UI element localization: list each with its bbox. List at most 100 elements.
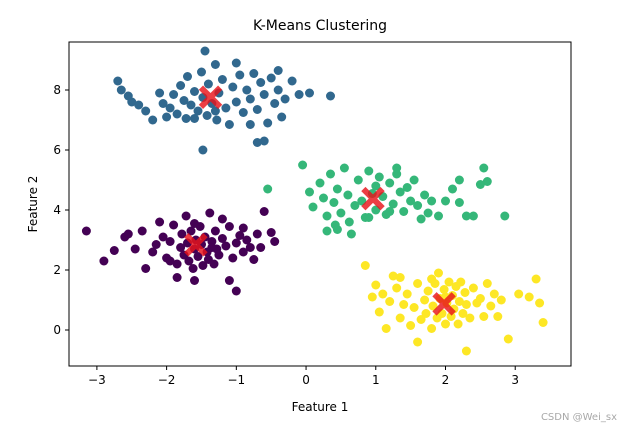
centroid-marker	[184, 233, 208, 257]
cluster-0-point	[256, 78, 266, 87]
cluster-0-point	[228, 82, 238, 92]
cluster-1-point	[339, 163, 349, 173]
cluster-3-point	[524, 292, 534, 302]
cluster-2-point	[165, 237, 175, 246]
cluster-1-point	[406, 196, 416, 206]
cluster-3-point	[378, 289, 388, 299]
cluster-3-point	[413, 337, 423, 347]
cluster-2-point	[151, 240, 161, 249]
cluster-0-point	[287, 76, 297, 86]
centroid-marker	[361, 186, 385, 211]
cluster-3-point	[503, 334, 513, 344]
cluster-1-point	[409, 175, 419, 185]
cluster-2-point	[224, 276, 234, 285]
cluster-2-point	[198, 261, 208, 270]
cluster-1-point	[395, 187, 405, 197]
cluster-3-point	[538, 318, 548, 327]
centroid-marker	[432, 292, 456, 316]
x-tick-label: 1	[372, 373, 380, 387]
cluster-3-point	[385, 297, 395, 306]
y-tick-label: 2	[53, 263, 61, 277]
cluster-2-point	[205, 208, 215, 218]
cluster-3-point	[381, 324, 391, 333]
cluster-2-point	[249, 255, 259, 264]
cluster-3-point	[402, 289, 412, 299]
cluster-3-point	[388, 271, 398, 281]
cluster-1-point	[385, 207, 395, 216]
cluster-3-point	[428, 301, 438, 311]
x-axis-label: Feature 1	[292, 400, 349, 414]
cluster-1-point	[326, 169, 335, 179]
cluster-3-point	[493, 312, 503, 321]
y-tick-label: 0	[53, 323, 61, 337]
cluster-0-point	[134, 100, 144, 110]
cluster-3-point	[496, 295, 506, 305]
cluster-2-point	[81, 226, 91, 236]
cluster-0-point	[200, 46, 210, 56]
cluster-3-point	[461, 346, 471, 356]
cluster-3-point	[399, 300, 409, 309]
cluster-0-point	[190, 87, 199, 96]
cluster-1-point	[416, 214, 426, 224]
cluster-2-point	[238, 223, 248, 233]
cluster-2-point	[231, 238, 241, 248]
cluster-2-point	[221, 241, 231, 251]
cluster-0-point	[266, 73, 276, 83]
x-axis: −3 −2 −1 0 1 2 3	[88, 366, 519, 387]
cluster-0-point	[193, 106, 203, 116]
cluster-2-point	[177, 229, 187, 239]
cluster-3-point	[479, 312, 489, 321]
cluster-0-point	[162, 112, 172, 122]
cluster-0-point	[203, 79, 213, 89]
cluster-2-point	[235, 231, 245, 240]
cluster-2-point	[155, 217, 165, 227]
cluster-2-point	[169, 220, 179, 230]
cluster-1-point	[461, 211, 471, 221]
cluster-2-point	[176, 243, 186, 252]
cluster-3-point	[475, 294, 485, 303]
cluster-0-point	[148, 115, 158, 125]
cluster-0-point	[242, 85, 252, 95]
cluster-2-point	[172, 273, 182, 282]
cluster-0-point	[273, 66, 283, 75]
cluster-0-point	[116, 85, 126, 95]
cluster-2-point	[270, 237, 280, 246]
cluster-3-point	[371, 280, 381, 290]
cluster-3-point	[421, 309, 431, 318]
cluster-1-point	[319, 193, 328, 203]
cluster-3-point	[420, 295, 430, 305]
cluster-3-point	[374, 307, 384, 317]
cluster-3-point	[446, 312, 456, 321]
cluster-3-point	[367, 292, 377, 302]
cluster-3-point	[461, 300, 471, 309]
cluster-1-point	[298, 160, 308, 170]
cluster-1-point	[434, 211, 443, 221]
cluster-1-point	[374, 172, 384, 182]
cluster-0-point	[202, 111, 212, 120]
cluster-0-point	[280, 94, 290, 104]
cluster-2-point	[256, 243, 266, 252]
cluster-0-point	[181, 114, 191, 123]
cluster-0-point	[113, 76, 123, 86]
x-tick-label: 3	[511, 373, 519, 387]
cluster-1-point	[357, 196, 367, 206]
cluster-1-point	[343, 190, 353, 200]
cluster-2-point	[217, 214, 227, 224]
cluster-2-point	[188, 264, 198, 273]
cluster-2-point	[228, 253, 238, 263]
cluster-1-point	[353, 175, 363, 185]
cluster-3-point	[439, 285, 449, 294]
cluster-2-point	[130, 244, 140, 254]
cluster-3-point	[395, 313, 405, 323]
cluster-2-point	[193, 252, 203, 261]
cluster-0-point	[165, 103, 175, 113]
cluster-1-point	[420, 190, 430, 200]
cluster-1-point	[364, 166, 374, 176]
cluster-2-point	[259, 207, 269, 216]
cluster-0-point	[326, 91, 335, 101]
cluster-2-point	[184, 256, 194, 266]
cluster-0-point	[221, 103, 231, 113]
cluster-2-point	[186, 226, 196, 236]
cluster-1-point	[413, 201, 423, 210]
